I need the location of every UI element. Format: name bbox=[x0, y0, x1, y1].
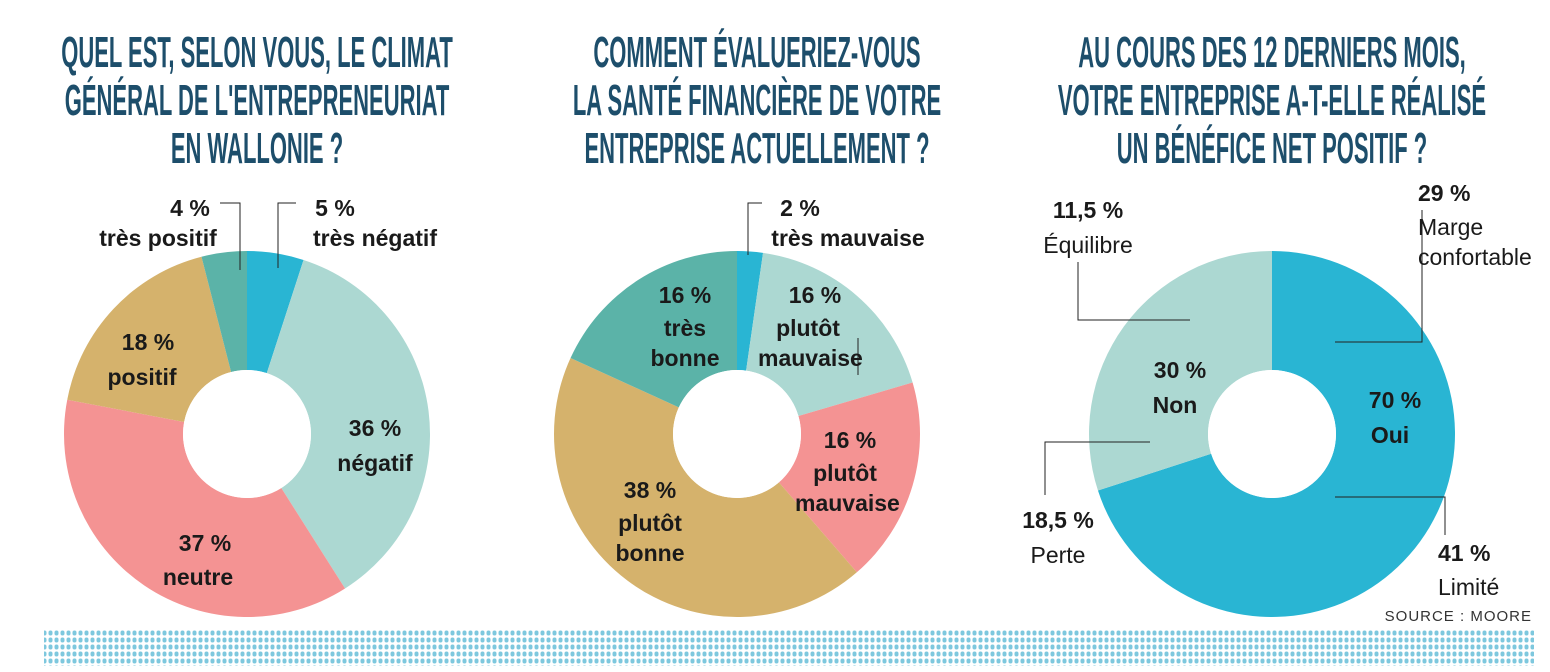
category-label: très mauvaise bbox=[771, 225, 925, 251]
pie-slice bbox=[746, 252, 913, 416]
leader-line bbox=[1335, 210, 1423, 343]
source: SOURCE : MOORE bbox=[1384, 608, 1532, 625]
annotation-text: Perte bbox=[1030, 542, 1086, 568]
leader-line bbox=[220, 202, 241, 270]
dotted-band bbox=[44, 630, 1534, 666]
chart-title: GÉNÉRAL DE L'ENTREPRENEURIAT bbox=[65, 75, 450, 125]
category-label: plutôt mauvaise bbox=[795, 460, 900, 516]
annotation-value: 11,5 % bbox=[1052, 197, 1124, 223]
value-label: 30 % bbox=[1153, 357, 1207, 383]
value-label: 5 % bbox=[315, 195, 355, 221]
leader-line bbox=[1044, 441, 1150, 495]
category-label: très négatif bbox=[313, 225, 437, 251]
chart-title: ENTREPRISE ACTUELLEMENT ? bbox=[584, 124, 929, 173]
chart-title: UN BÉNÉFICE NET POSITIF ? bbox=[1117, 123, 1427, 173]
chart-title: AU COURS DES 12 DERNIERS MOIS, bbox=[1078, 28, 1466, 77]
category-label: très bonne bbox=[650, 315, 720, 371]
pie-slice bbox=[64, 399, 346, 617]
donut-hole bbox=[673, 370, 801, 498]
value-label: 70 % bbox=[1368, 387, 1422, 413]
value-label: 37 % bbox=[178, 530, 232, 556]
pie-slice bbox=[570, 251, 737, 408]
leader-line bbox=[277, 202, 296, 268]
pie-slice bbox=[266, 259, 430, 589]
value-label: 38 % bbox=[623, 477, 677, 503]
category-label: plutôt bonne bbox=[615, 510, 685, 566]
pie-slice bbox=[247, 251, 304, 374]
value-label: 18 % bbox=[121, 329, 175, 355]
annotation-text: Marge confortable bbox=[1418, 214, 1532, 270]
value-label: 16 % bbox=[658, 282, 712, 308]
value-label: 16 % bbox=[788, 282, 842, 308]
annotation-value: 18,5 % bbox=[1022, 507, 1094, 533]
annotation-value: 29 % bbox=[1418, 180, 1471, 206]
category-label: Oui bbox=[1370, 422, 1410, 448]
value-label: 36 % bbox=[348, 415, 402, 441]
category-label: très positif bbox=[99, 225, 217, 251]
pie-slice bbox=[67, 256, 232, 423]
annotation-value: 41 % bbox=[1438, 540, 1491, 566]
chart-title: VOTRE ENTREPRISE A-T-ELLE RÉALISÉ bbox=[1058, 75, 1486, 125]
pie-slice bbox=[201, 251, 247, 373]
value-label: 16 % bbox=[823, 427, 877, 453]
pie-slice bbox=[553, 357, 857, 618]
chart-title: COMMENT ÉVALUERIEZ-VOUS bbox=[593, 27, 920, 77]
donut-hole bbox=[183, 370, 311, 498]
value-label: 2 % bbox=[780, 195, 820, 221]
leader-line bbox=[1077, 262, 1190, 321]
pie-slice bbox=[778, 382, 920, 573]
pie-slice bbox=[1089, 251, 1272, 491]
leader-line bbox=[747, 202, 762, 255]
chart-title: LA SANTÉ FINANCIÈRE DE VOTRE bbox=[573, 75, 941, 125]
chart-title: EN WALLONIE ? bbox=[171, 124, 343, 173]
category-label: Non bbox=[1152, 392, 1198, 418]
annotation-text: Équilibre bbox=[1043, 232, 1133, 258]
annotation-text: Limité bbox=[1438, 574, 1500, 600]
value-label: 4 % bbox=[170, 195, 210, 221]
category-label: positif bbox=[107, 364, 177, 390]
leader-line bbox=[1335, 496, 1446, 535]
pie-slice bbox=[737, 251, 764, 371]
category-label: plutôt mauvaise bbox=[758, 315, 863, 371]
category-label: négatif bbox=[337, 450, 413, 476]
category-label: neutre bbox=[162, 564, 234, 590]
chart-title: QUEL EST, SELON VOUS, LE CLIMAT bbox=[61, 28, 453, 77]
donut-hole bbox=[1208, 370, 1336, 498]
